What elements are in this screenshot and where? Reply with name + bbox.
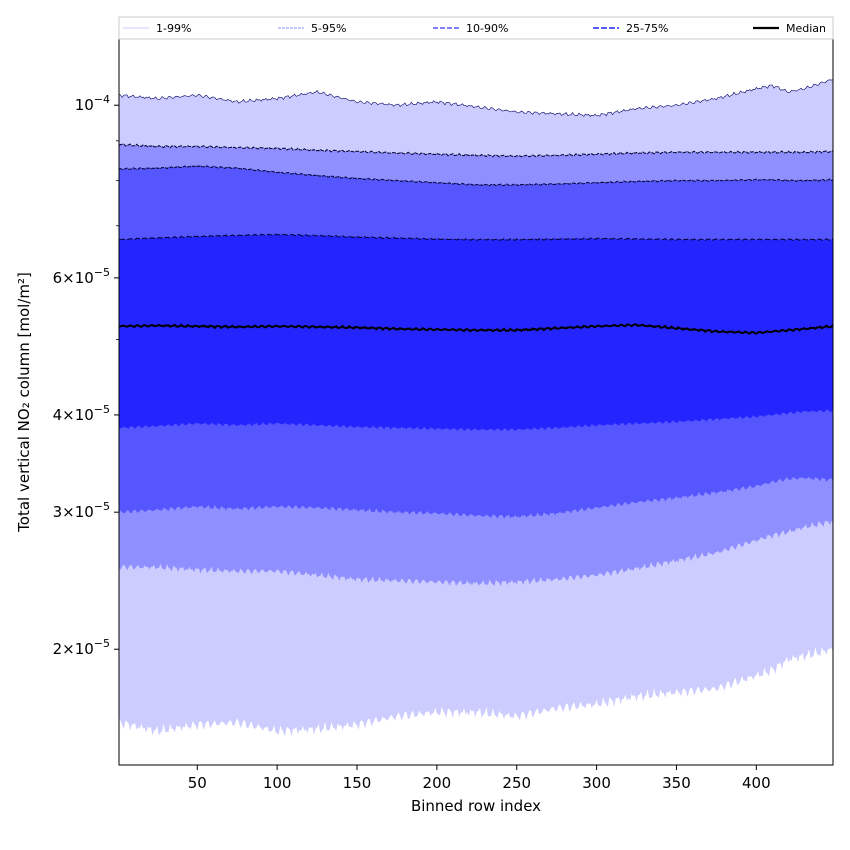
x-tick-label: 50 <box>188 774 207 792</box>
legend-box <box>118 16 834 40</box>
x-axis-ticks: 50 100 150 200 250 300 350 400 <box>188 765 771 792</box>
legend-label: 5-95% <box>311 22 346 35</box>
median-line <box>118 323 834 335</box>
x-tick-label: 300 <box>582 774 611 792</box>
x-tick-label: 150 <box>343 774 372 792</box>
band-boundary-lines <box>118 79 834 242</box>
legend-label: 25-75% <box>626 22 668 35</box>
median-line-group <box>118 323 834 335</box>
band-upper-line-3 <box>118 165 834 187</box>
band-upper-line-2 <box>118 143 834 158</box>
band-upper-line-1 <box>118 79 834 117</box>
y-tick-label: 4×10−5 <box>53 403 110 424</box>
x-tick-label: 400 <box>742 774 771 792</box>
legend-label: 10-90% <box>466 22 508 35</box>
x-axis-label: Binned row index <box>411 797 541 815</box>
y-tick-label: 3×10−5 <box>53 500 110 521</box>
y-tick-label: 10−4 <box>75 93 110 114</box>
x-tick-label: 200 <box>423 774 452 792</box>
y-axis-label: Total vertical NO₂ column [mol/m²] <box>15 272 33 533</box>
band-upper-line-4 <box>118 233 834 242</box>
y-axis-ticks: 2×10−5 3×10−5 4×10−5 6×10−5 10−4 <box>53 93 119 658</box>
legend-label: Median <box>786 22 826 35</box>
legend: 1-99% 5-95% 10-90% 25-75% Median <box>118 16 834 40</box>
legend-label: 1-99% <box>156 22 191 35</box>
x-tick-label: 350 <box>662 774 691 792</box>
band-area-4 <box>119 234 833 431</box>
y-tick-label: 6×10−5 <box>53 266 110 287</box>
y-tick-label: 2×10−5 <box>53 637 110 658</box>
x-tick-label: 100 <box>263 774 292 792</box>
x-tick-label: 250 <box>502 774 531 792</box>
band-areas <box>119 79 833 737</box>
